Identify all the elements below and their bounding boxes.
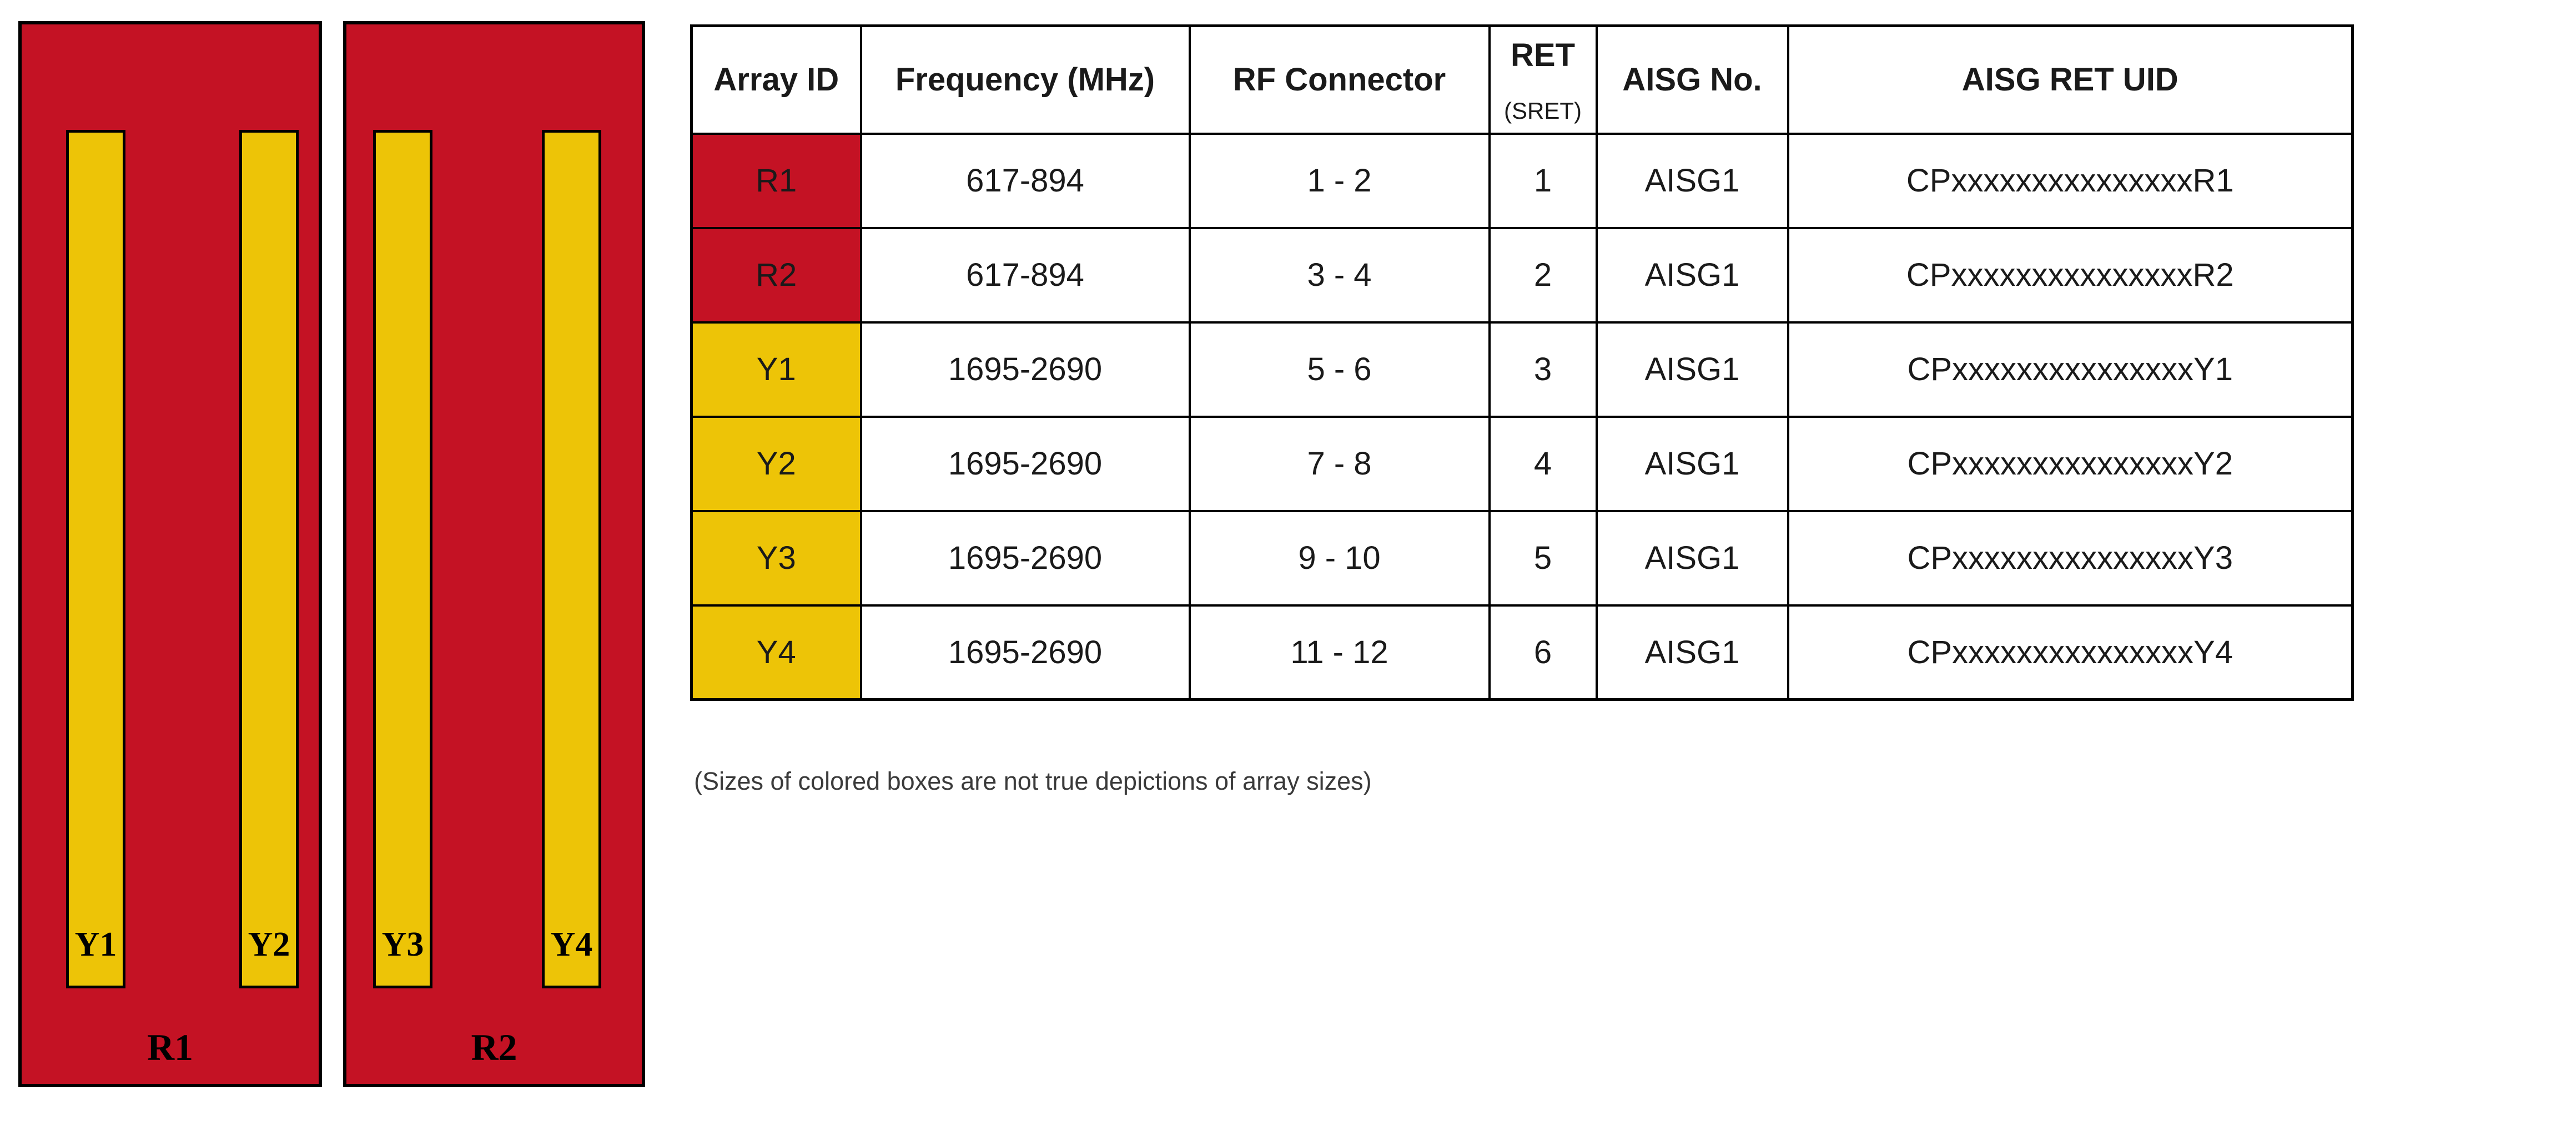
array-box-r2: Y3 Y4 R2 xyxy=(343,21,645,1087)
ret-header-label: RET xyxy=(1511,37,1575,73)
rf-connector-cell: 11 - 12 xyxy=(1188,604,1491,701)
aisg-ret-uid-cell: CPxxxxxxxxxxxxxxxR1 xyxy=(1787,132,2354,229)
array-label-r2: R2 xyxy=(471,1026,517,1068)
array-strip-y3: Y3 xyxy=(373,130,432,988)
frequency-cell: 1695-2690 xyxy=(859,604,1191,701)
ret-header-subtext: (SRET) xyxy=(1504,97,1582,124)
rf-connector-cell: 1 - 2 xyxy=(1188,132,1491,229)
table-row: Y2 1695-2690 7 - 8 4 AISG1 CPxxxxxxxxxxx… xyxy=(690,415,2354,512)
aisg-ret-uid-cell: CPxxxxxxxxxxxxxxxY4 xyxy=(1787,604,2354,701)
frequency-cell: 617-894 xyxy=(859,132,1191,229)
table-row: R1 617-894 1 - 2 1 AISG1 CPxxxxxxxxxxxxx… xyxy=(690,132,2354,229)
port-table: Array ID Frequency (MHz) RF Connector RE… xyxy=(690,24,2354,701)
aisg-no-cell: AISG1 xyxy=(1595,132,1789,229)
rf-connector-cell: 9 - 10 xyxy=(1188,509,1491,607)
aisg-ret-uid-cell: CPxxxxxxxxxxxxxxxY2 xyxy=(1787,415,2354,512)
table-row: Y1 1695-2690 5 - 6 3 AISG1 CPxxxxxxxxxxx… xyxy=(690,321,2354,418)
ret-cell: 2 xyxy=(1488,226,1598,324)
aisg-no-cell: AISG1 xyxy=(1595,509,1789,607)
aisg-no-cell: AISG1 xyxy=(1595,226,1789,324)
aisg-no-cell: AISG1 xyxy=(1595,321,1789,418)
frequency-cell: 1695-2690 xyxy=(859,415,1191,512)
ret-cell: 4 xyxy=(1488,415,1598,512)
array-id-cell: Y3 xyxy=(690,509,862,607)
rf-connector-cell: 7 - 8 xyxy=(1188,415,1491,512)
aisg-ret-uid-cell: CPxxxxxxxxxxxxxxxY3 xyxy=(1787,509,2354,607)
array-strip-y4: Y4 xyxy=(542,130,601,988)
ret-cell: 6 xyxy=(1488,604,1598,701)
array-id-cell: Y2 xyxy=(690,415,862,512)
table-row: Y4 1695-2690 11 - 12 6 AISG1 CPxxxxxxxxx… xyxy=(690,604,2354,701)
strip-label-y2: Y2 xyxy=(248,926,290,963)
table-header-row: Array ID Frequency (MHz) RF Connector RE… xyxy=(690,24,2354,135)
frequency-cell: 1695-2690 xyxy=(859,509,1191,607)
strip-label-y4: Y4 xyxy=(550,926,593,963)
table-row: R2 617-894 3 - 4 2 AISG1 CPxxxxxxxxxxxxx… xyxy=(690,226,2354,324)
rf-connector-cell: 3 - 4 xyxy=(1188,226,1491,324)
table-row: Y3 1695-2690 9 - 10 5 AISG1 CPxxxxxxxxxx… xyxy=(690,509,2354,607)
array-id-cell: Y4 xyxy=(690,604,862,701)
footnote: (Sizes of colored boxes are not true dep… xyxy=(694,767,1372,795)
array-id-cell: R1 xyxy=(690,132,862,229)
frequency-cell: 617-894 xyxy=(859,226,1191,324)
col-header-array-id: Array ID xyxy=(690,24,862,135)
aisg-no-cell: AISG1 xyxy=(1595,415,1789,512)
col-header-aisg-ret-uid: AISG RET UID xyxy=(1787,24,2354,135)
col-header-aisg-no: AISG No. xyxy=(1595,24,1789,135)
strip-label-y3: Y3 xyxy=(381,926,424,963)
ret-cell: 5 xyxy=(1488,509,1598,607)
aisg-ret-uid-cell: CPxxxxxxxxxxxxxxxY1 xyxy=(1787,321,2354,418)
col-header-frequency: Frequency (MHz) xyxy=(859,24,1191,135)
col-header-ret: RET (SRET) xyxy=(1488,24,1598,135)
array-label-r1: R1 xyxy=(147,1026,194,1068)
array-id-cell: Y1 xyxy=(690,321,862,418)
aisg-no-cell: AISG1 xyxy=(1595,604,1789,701)
ret-cell: 3 xyxy=(1488,321,1598,418)
strip-label-y1: Y1 xyxy=(74,926,117,963)
array-strip-y1: Y1 xyxy=(66,130,125,988)
col-header-rf-connector: RF Connector xyxy=(1188,24,1491,135)
ret-cell: 1 xyxy=(1488,132,1598,229)
array-strip-y2: Y2 xyxy=(239,130,299,988)
array-box-r1: Y1 Y2 R1 xyxy=(18,21,322,1087)
array-id-cell: R2 xyxy=(690,226,862,324)
aisg-ret-uid-cell: CPxxxxxxxxxxxxxxxR2 xyxy=(1787,226,2354,324)
frequency-cell: 1695-2690 xyxy=(859,321,1191,418)
rf-connector-cell: 5 - 6 xyxy=(1188,321,1491,418)
